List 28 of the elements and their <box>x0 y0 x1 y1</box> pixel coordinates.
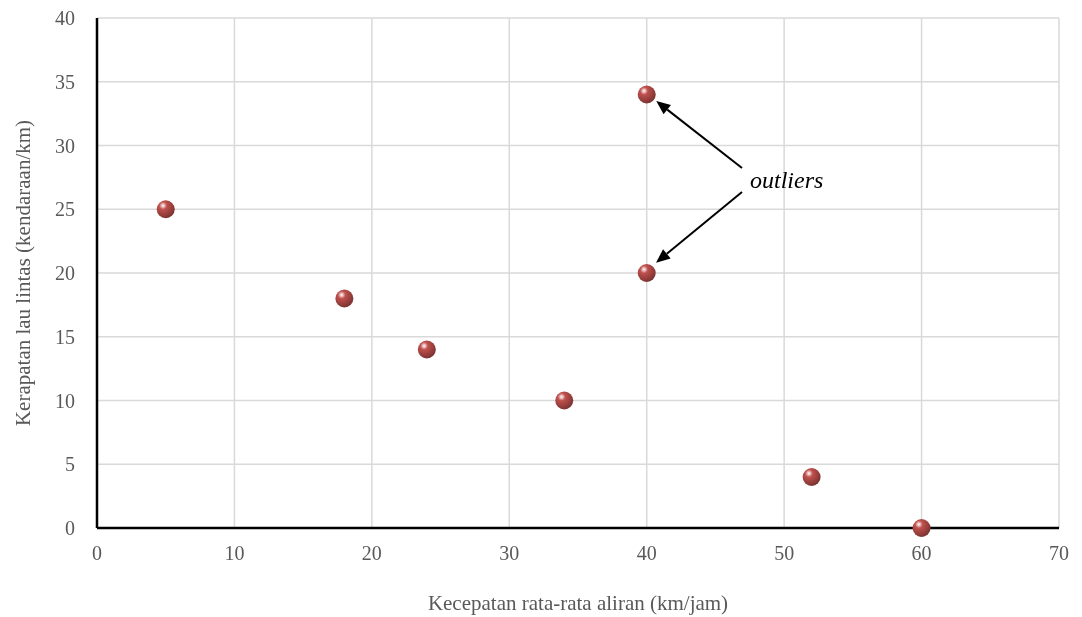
annotation: outliers <box>750 167 824 193</box>
point <box>637 85 656 104</box>
y-tick-label: 0 <box>65 517 75 539</box>
y-tick-label: 35 <box>55 70 75 93</box>
point <box>156 200 175 219</box>
x-tick-label: 40 <box>636 542 657 564</box>
y-tick-label: 25 <box>55 198 75 221</box>
point <box>802 468 821 486</box>
point <box>335 289 354 308</box>
y-tick-label: 15 <box>55 325 75 348</box>
x-tick-label: 60 <box>911 542 932 564</box>
x-tick-label: 10 <box>224 542 245 564</box>
x-tick-label: 70 <box>1049 542 1069 564</box>
point <box>637 264 656 282</box>
y-tick-label: 40 <box>55 7 75 29</box>
point <box>912 519 931 537</box>
x-axis-title: Kecepatan rata-rata aliran (km/jam) <box>427 591 729 615</box>
y-tick-label: 5 <box>65 453 75 476</box>
x-tick-label: 50 <box>774 542 795 564</box>
point <box>555 391 574 410</box>
x-tick-label: 20 <box>361 542 382 564</box>
point <box>417 340 436 359</box>
y-tick-label: 30 <box>55 134 75 157</box>
y-axis-title: Kerapatan lau lintas (kendaraan/km) <box>11 119 35 427</box>
x-tick-label: 30 <box>499 542 520 564</box>
y-tick-label: 10 <box>55 389 75 412</box>
x-tick-label: 0 <box>92 542 102 564</box>
y-tick-label: 20 <box>55 262 75 284</box>
